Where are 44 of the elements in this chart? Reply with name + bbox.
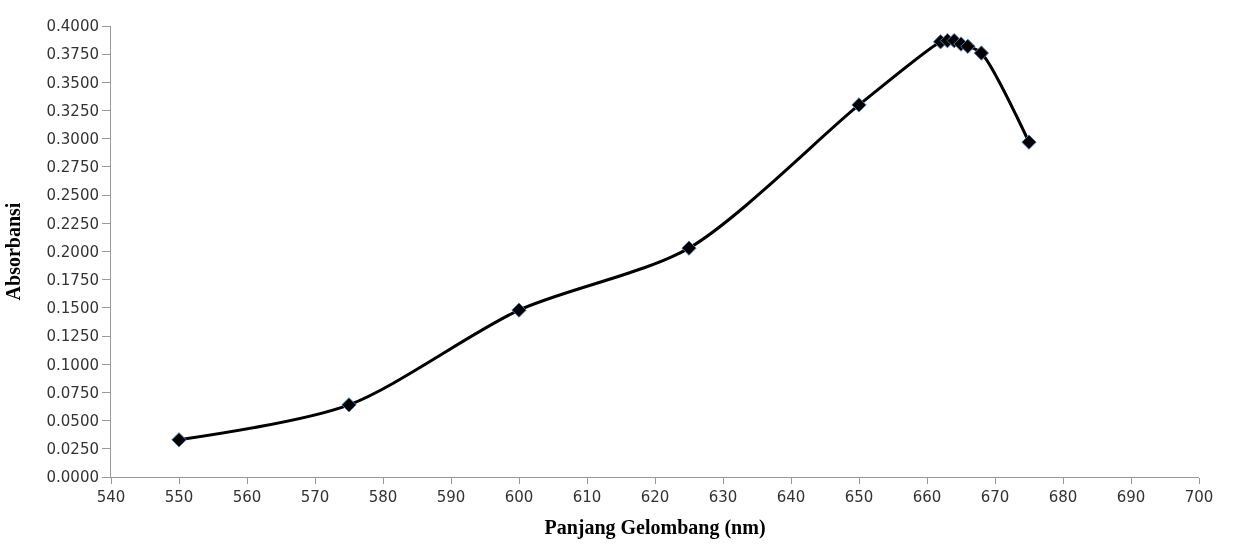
y-tick-label: 0.0000 [46,468,99,487]
x-tick-label: 540 [96,488,126,506]
y-tick-label: 0.4000 [46,17,99,36]
x-tick-label: 630 [708,488,738,506]
y-tick-label: 0.3000 [46,130,99,148]
y-axis-title: Absorbansi [2,202,24,301]
x-tick-label: 680 [1048,488,1078,506]
y-tick-label: 0.3250 [46,101,99,120]
point [171,432,187,448]
y-tick-label: 0.1750 [46,270,99,289]
y-tick-label: 0.1000 [46,355,99,374]
y-tick-label: 0.0250 [46,440,99,459]
y-tick-label: 0.1250 [46,327,99,346]
point [960,38,976,54]
point [851,97,867,113]
y-tick-label: 0.2750 [46,158,99,177]
x-tick-label: 560 [232,488,262,506]
x-tick-label: 670 [980,488,1010,506]
point [511,302,527,318]
point [681,240,697,256]
y-tick-label: 0.0500 [46,411,99,430]
x-tick-label: 570 [300,488,330,506]
x-tick-label: 550 [164,488,194,506]
x-tick-label: 700 [1184,488,1214,506]
x-tick-label: 610 [572,488,602,506]
x-tick-label: 690 [1116,488,1146,506]
x-tick-label: 650 [844,488,874,506]
y-tick-label: 0.3750 [46,45,99,64]
y-tick-label: 0.2250 [46,214,99,233]
y-tick-label: 0.1500 [46,299,99,318]
x-tick-label: 600 [504,488,534,506]
y-tick-label: 0.0750 [46,383,99,402]
point [341,397,357,413]
x-tick-label: 620 [640,488,670,506]
y-tick-label: 0.2500 [46,186,99,205]
point [1021,134,1037,150]
point [973,45,990,61]
x-tick-label: 660 [912,488,942,506]
x-tick-label: 590 [436,488,466,506]
y-tick-label: 0.2000 [46,242,99,261]
y-tick-label: 0.3500 [46,73,99,92]
x-axis-title: Panjang Gelombang (nm) [544,515,766,539]
x-tick-label: 640 [776,488,806,506]
x-tick-label: 580 [368,488,398,506]
